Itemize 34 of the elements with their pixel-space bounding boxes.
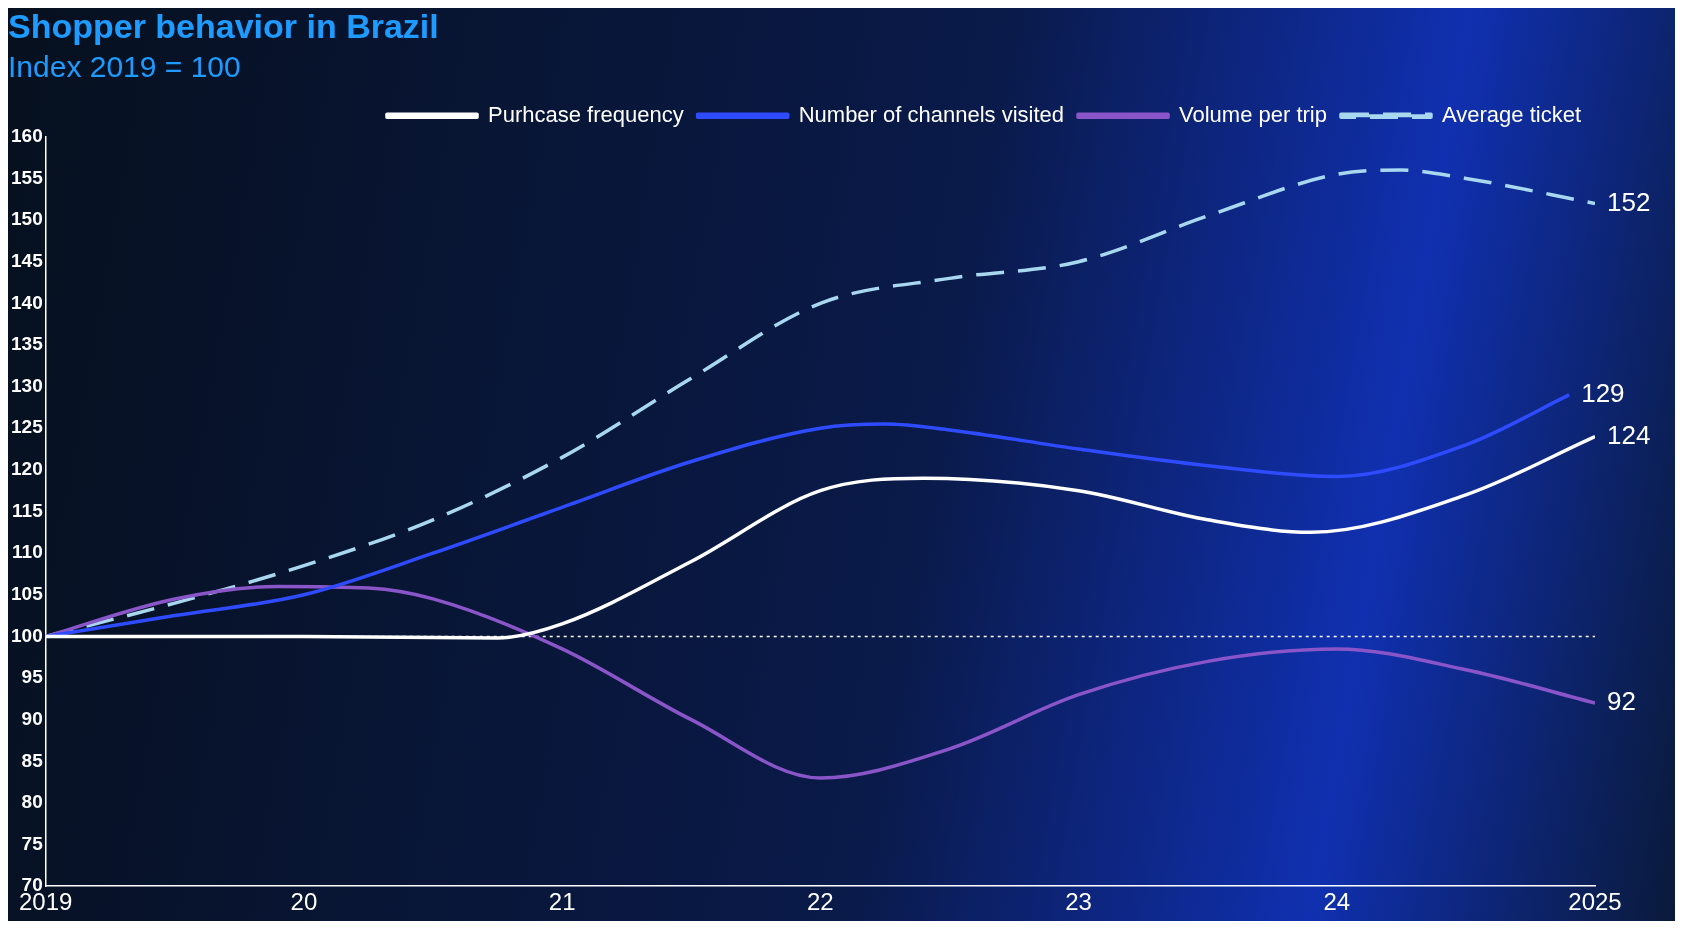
y-tick-label: 155 <box>11 166 44 188</box>
legend-label: Average ticket <box>1442 101 1582 127</box>
y-tick-label: 140 <box>11 291 43 313</box>
y-tick-label: 145 <box>11 249 44 271</box>
x-tick-label: 22 <box>807 888 834 916</box>
y-tick-label: 110 <box>12 541 43 563</box>
y-tick-label: 135 <box>11 333 44 355</box>
x-tick-label: 2025 <box>1568 888 1622 916</box>
data-label: 129 <box>1581 378 1625 409</box>
y-tick-label: 75 <box>21 832 44 854</box>
y-tick-label: 115 <box>12 499 44 521</box>
x-tick-label: 24 <box>1323 888 1351 916</box>
x-tick-label: 23 <box>1065 888 1092 916</box>
chart-title: Shopper behavior in Brazil <box>8 6 439 45</box>
y-tick-label: 80 <box>21 791 43 813</box>
y-tick-label: 90 <box>21 707 43 729</box>
data-label: 152 <box>1607 186 1651 217</box>
y-tick-label: 95 <box>21 666 44 688</box>
data-label: 92 <box>1607 686 1636 717</box>
y-tick-label: 120 <box>11 458 43 480</box>
y-tick-label: 105 <box>11 583 44 604</box>
y-tick-label: 100 <box>11 624 43 646</box>
y-tick-label: 150 <box>11 208 43 230</box>
y-tick-label: 125 <box>11 416 44 438</box>
x-tick-label: 20 <box>290 888 318 916</box>
y-tick-label: 85 <box>21 749 44 771</box>
legend-label: Volume per trip <box>1179 101 1327 127</box>
y-tick-label: 130 <box>11 374 43 396</box>
y-tick-label: 160 <box>11 125 43 147</box>
legend-label: Purhcase frequency <box>488 101 684 127</box>
chart-subtitle: Index 2019 = 100 <box>8 50 241 84</box>
x-tick-label: 21 <box>548 888 576 916</box>
data-label: 124 <box>1607 419 1651 450</box>
legend-label: Number of channels visited <box>798 101 1065 127</box>
